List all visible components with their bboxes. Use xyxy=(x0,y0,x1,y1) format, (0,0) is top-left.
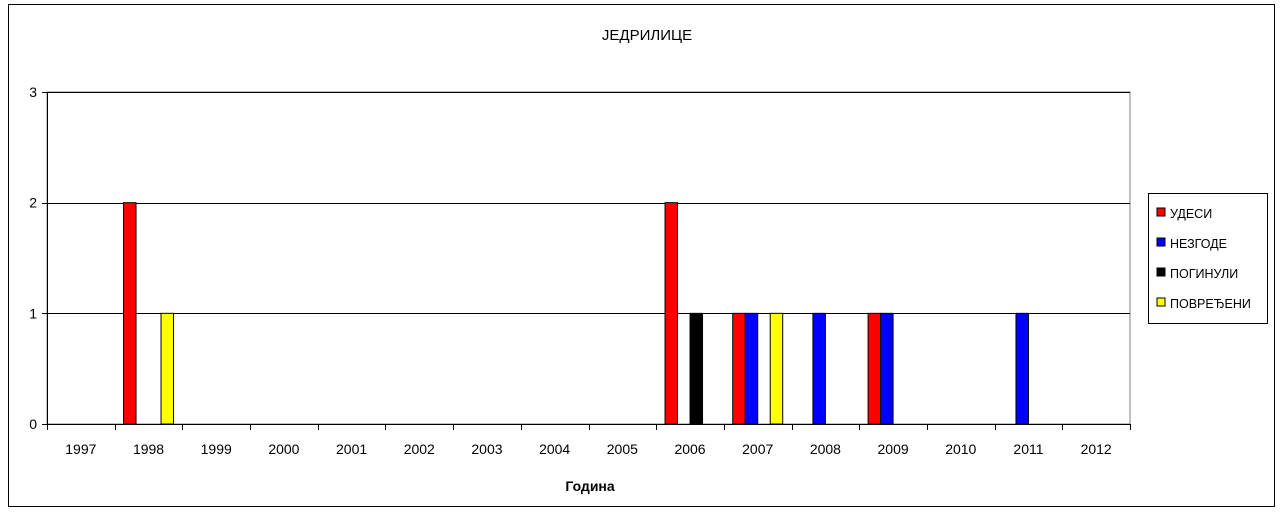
y-tick-label: 0 xyxy=(29,416,37,432)
axis-ticks xyxy=(42,92,1131,430)
x-tick-label: 2008 xyxy=(810,441,841,457)
legend-label: УДЕСИ xyxy=(1170,207,1212,221)
legend-box xyxy=(1148,193,1268,324)
y-tick-labels: 0 1 2 3 xyxy=(29,84,37,432)
legend-label: ПОГИНУЛИ xyxy=(1170,267,1238,281)
y-tick-label: 1 xyxy=(29,305,37,321)
bar-2-2009 xyxy=(880,312,894,425)
bar-2-2007 xyxy=(744,312,759,425)
chart-title: ЈЕДРИЛИЦЕ xyxy=(602,27,692,44)
x-tick-label: 2007 xyxy=(742,441,773,457)
x-axis-title: Година xyxy=(565,478,615,494)
legend: УДЕСИ НЕЗГОДЕ ПОГИНУЛИ ПОВРЕЂЕНИ xyxy=(1148,193,1268,324)
x-tick-label: 1997 xyxy=(65,441,96,457)
bar-1-2009 xyxy=(867,312,882,425)
gridlines xyxy=(46,91,1131,425)
bar-3-2006 xyxy=(689,312,704,425)
bar-2-2011 xyxy=(1015,312,1029,425)
x-tick-label: 2006 xyxy=(674,441,705,457)
x-tick-label: 2012 xyxy=(1081,441,1112,457)
legend-swatch xyxy=(1156,237,1166,247)
bar-1-2006 xyxy=(664,202,679,425)
bar-1-1998 xyxy=(123,202,137,425)
y-tick-label: 2 xyxy=(29,195,37,211)
x-tick-label: 1999 xyxy=(201,441,232,457)
bar-2-2008 xyxy=(812,312,826,425)
legend-label: НЕЗГОДЕ xyxy=(1170,237,1227,251)
bar-4-1998 xyxy=(160,312,175,425)
y-tick-label: 3 xyxy=(29,84,37,100)
x-tick-label: 1998 xyxy=(133,441,164,457)
x-tick-label: 2003 xyxy=(471,441,502,457)
x-tick-labels: 1997 1998 1999 2000 2001 2002 2003 2004 2005 2006… xyxy=(65,441,1112,457)
legend-swatch xyxy=(1156,207,1166,217)
x-tick-label: 2002 xyxy=(404,441,435,457)
x-tick-label: 2005 xyxy=(607,441,638,457)
x-tick-label: 2000 xyxy=(268,441,299,457)
x-tick-label: 2011 xyxy=(1013,441,1043,457)
plot-area xyxy=(46,91,1131,425)
bars xyxy=(123,202,1029,425)
legend-swatch xyxy=(1156,297,1166,307)
x-tick-label: 2009 xyxy=(878,441,909,457)
legend-swatch xyxy=(1156,267,1166,277)
bar-1-2007 xyxy=(732,312,746,425)
x-tick-label: 2004 xyxy=(539,441,570,457)
x-tick-label: 2001 xyxy=(336,441,367,457)
legend-label: ПОВРЕЂЕНИ xyxy=(1170,297,1251,311)
bar-4-2007 xyxy=(769,312,784,425)
x-tick-label: 2010 xyxy=(945,441,976,457)
